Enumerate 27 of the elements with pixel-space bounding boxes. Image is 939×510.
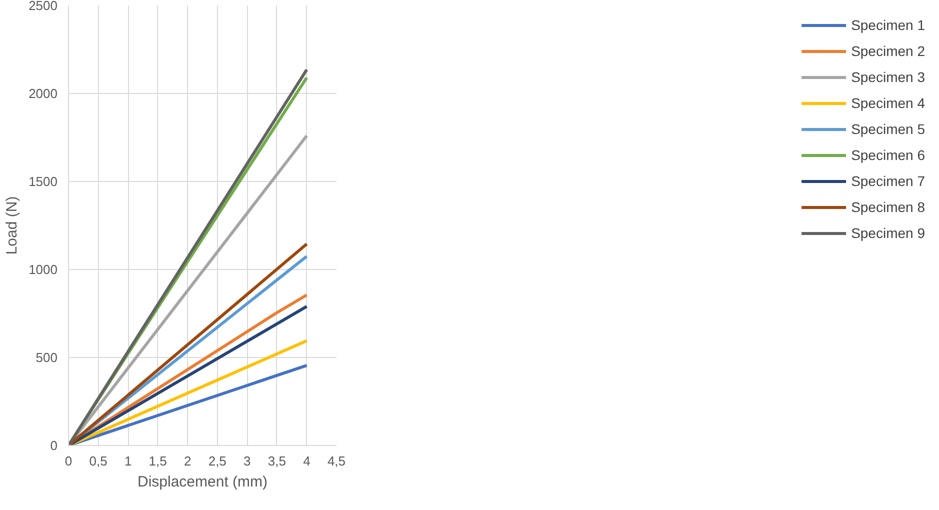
legend-label: Specimen 4 — [851, 95, 925, 111]
x-tick-label: 0,5 — [89, 454, 108, 468]
x-tick-label: 3,5 — [268, 454, 286, 468]
x-tick-label: 1,5 — [148, 454, 167, 468]
x-tick-label: 4,5 — [327, 454, 346, 468]
legend-label: Specimen 8 — [851, 199, 925, 215]
legend-label: Specimen 5 — [851, 121, 925, 137]
legend-label: Specimen 2 — [851, 43, 925, 59]
y-tick-label: 2000 — [28, 86, 58, 101]
x-tick-label: 2,5 — [208, 454, 226, 468]
legend-label: Specimen 1 — [851, 17, 925, 33]
y-tick-label: 2500 — [28, 0, 58, 13]
y-tick-label: 1000 — [28, 262, 58, 277]
y-tick-label: 500 — [36, 350, 58, 365]
x-tick-label: 0 — [64, 454, 72, 468]
x-tick-label: 3 — [244, 454, 251, 468]
x-tick-label: 2 — [184, 454, 192, 468]
legend-label: Specimen 9 — [851, 225, 925, 241]
legend-label: Specimen 3 — [851, 69, 925, 85]
legend-label: Specimen 6 — [851, 147, 925, 163]
x-tick-label: 1 — [124, 454, 132, 468]
x-axis-title: Displacement (mm) — [137, 474, 268, 490]
y-tick-label: 0 — [50, 438, 58, 453]
legend-label: Specimen 7 — [851, 173, 925, 189]
x-tick-label: 4 — [303, 454, 310, 468]
y-tick-label: 1500 — [28, 174, 58, 189]
y-axis-title: Load (N) — [4, 196, 21, 255]
